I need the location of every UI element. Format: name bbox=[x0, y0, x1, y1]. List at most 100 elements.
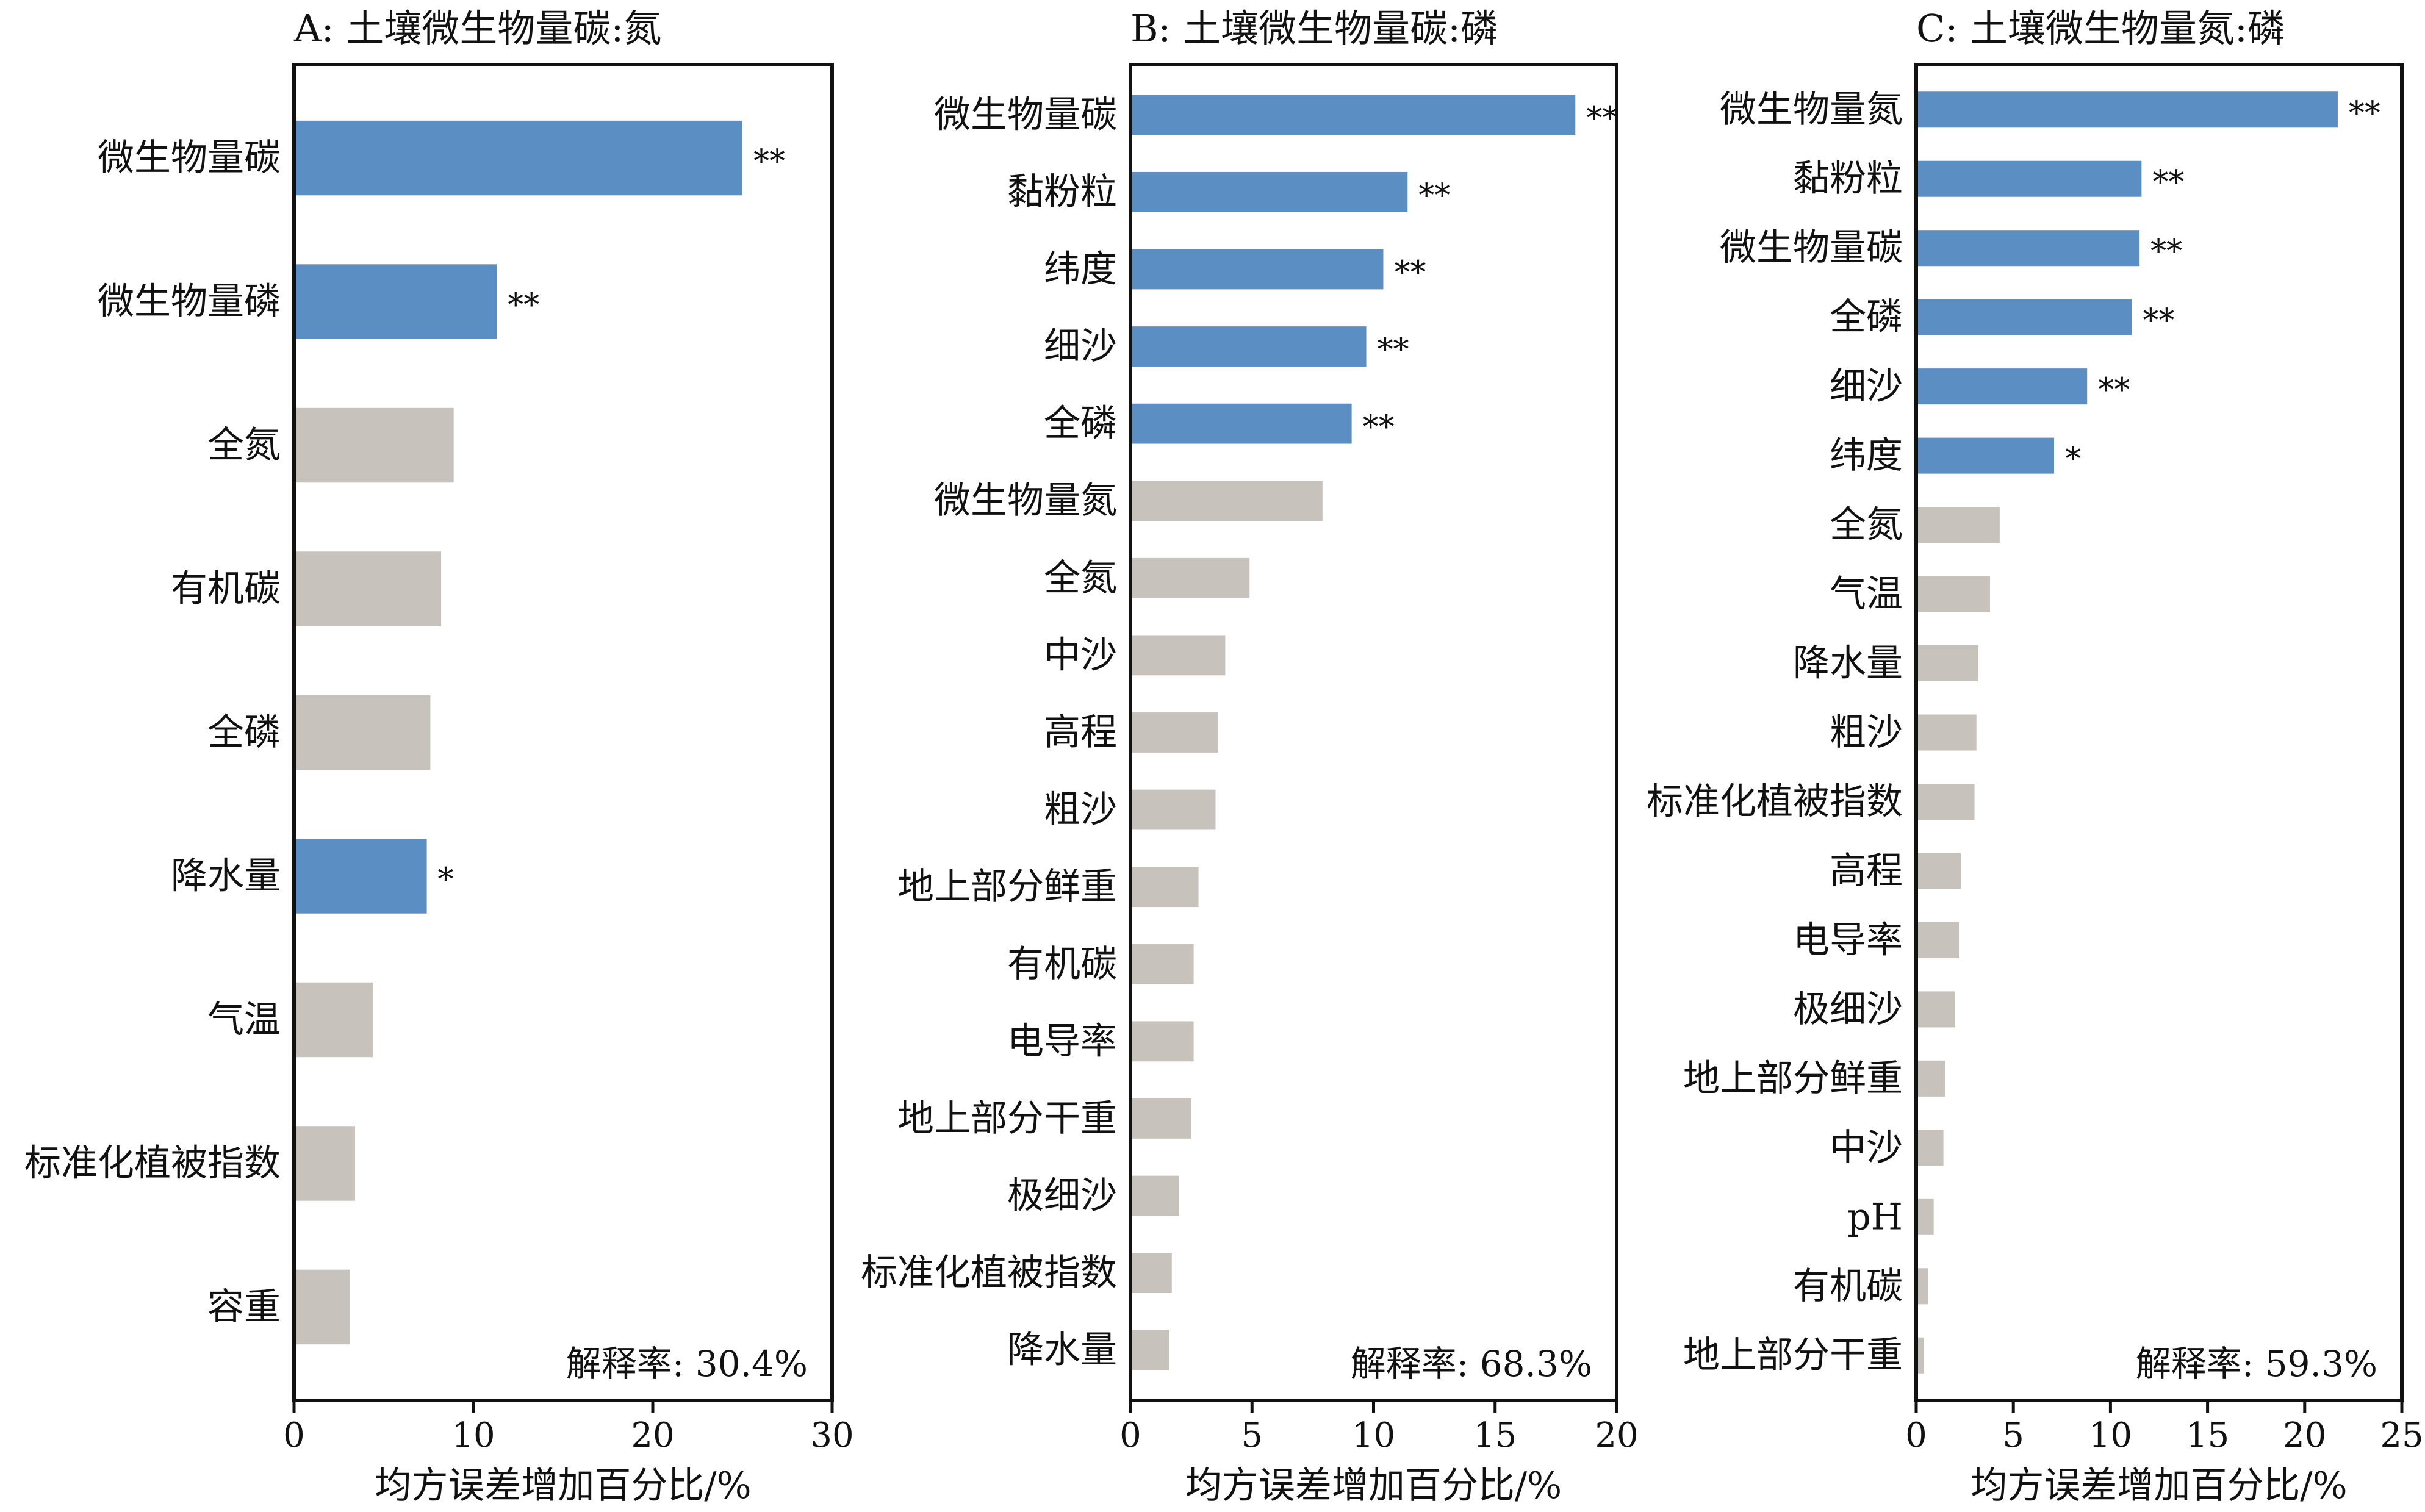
category-label: 中沙 bbox=[1044, 634, 1117, 676]
category-label: 粗沙 bbox=[1830, 711, 1903, 754]
category-label: 标准化植被指数 bbox=[861, 1252, 1117, 1294]
category-label: 微生物量磷 bbox=[98, 281, 281, 323]
x-tick-label: 25 bbox=[2380, 1416, 2423, 1455]
category-label: 有机碳 bbox=[171, 568, 281, 611]
x-tick-label: 5 bbox=[1241, 1416, 1263, 1455]
bar-0-4 bbox=[294, 695, 431, 770]
significance-label: ** bbox=[1378, 332, 1409, 368]
x-tick-label: 20 bbox=[1595, 1416, 1638, 1455]
x-tick-label: 20 bbox=[2283, 1416, 2326, 1455]
significance-label: ** bbox=[2150, 234, 2182, 270]
category-label: 纬度 bbox=[1044, 248, 1117, 290]
explained-rate-annotation: 解释率: 30.4% bbox=[566, 1343, 808, 1385]
bar-1-3 bbox=[1130, 326, 1367, 367]
x-tick-label: 0 bbox=[1905, 1416, 1927, 1455]
explained-rate-annotation: 解释率: 68.3% bbox=[1351, 1343, 1592, 1385]
category-label: 黏粉粒 bbox=[1793, 157, 1903, 200]
category-label: 降水量 bbox=[1007, 1329, 1117, 1372]
bar-2-11 bbox=[1916, 853, 1961, 889]
bar-1-1 bbox=[1130, 171, 1408, 212]
bar-2-18 bbox=[1916, 1337, 1924, 1374]
bar-1-12 bbox=[1130, 1021, 1194, 1062]
bar-2-8 bbox=[1916, 645, 1978, 682]
bar-2-10 bbox=[1916, 783, 1975, 820]
category-label: 粗沙 bbox=[1044, 789, 1117, 831]
bar-1-5 bbox=[1130, 481, 1323, 521]
category-label: 气温 bbox=[207, 998, 281, 1041]
significance-label: ** bbox=[2349, 95, 2380, 132]
significance-label: ** bbox=[508, 287, 539, 324]
x-tick-label: 30 bbox=[810, 1416, 853, 1455]
bar-1-9 bbox=[1130, 789, 1216, 830]
panel-c: 微生物量氮 ** 黏粉粒 ** 微生物量碳 ** 全磷 ** 细沙 ** 纬度 * 全氮气温降水量粗沙标… bbox=[1647, 6, 2424, 1507]
significance-label: ** bbox=[1418, 177, 1450, 214]
bar-0-6 bbox=[294, 982, 373, 1058]
bar-2-17 bbox=[1916, 1268, 1928, 1305]
bar-0-5 bbox=[294, 839, 427, 914]
category-label: 细沙 bbox=[1044, 325, 1117, 368]
x-tick-label: 0 bbox=[283, 1416, 305, 1455]
x-tick-label: 0 bbox=[1119, 1416, 1141, 1455]
bar-1-0 bbox=[1130, 95, 1576, 135]
significance-label: * bbox=[438, 861, 454, 898]
bar-2-0 bbox=[1916, 91, 2338, 128]
bar-1-14 bbox=[1130, 1175, 1179, 1216]
category-label: 高程 bbox=[1830, 850, 1903, 892]
category-label: 标准化植被指数 bbox=[24, 1142, 281, 1184]
bar-1-6 bbox=[1130, 557, 1250, 598]
x-tick-label: 10 bbox=[451, 1416, 495, 1455]
panel-b: 微生物量碳 ** 黏粉粒 ** 纬度 ** 细沙 ** 全磷 ** 微生物量氮全氮中沙高程粗沙地上部… bbox=[861, 6, 1639, 1507]
category-label: 地上部分干重 bbox=[897, 1097, 1117, 1140]
significance-label: ** bbox=[2152, 164, 2184, 201]
significance-label: * bbox=[2065, 441, 2081, 478]
chart-title: A: 土壤微生物量碳:氮 bbox=[293, 6, 661, 51]
bar-1-4 bbox=[1130, 403, 1352, 444]
bar-2-4 bbox=[1916, 368, 2088, 405]
category-label: 微生物量氮 bbox=[1720, 88, 1903, 131]
bar-0-3 bbox=[294, 551, 442, 626]
bar-2-12 bbox=[1916, 922, 1960, 958]
category-label: 全磷 bbox=[1830, 296, 1903, 339]
category-label: 地上部分鲜重 bbox=[1683, 1057, 1903, 1100]
chart-title: C: 土壤微生物量氮:磷 bbox=[1916, 6, 2285, 51]
category-label: 纬度 bbox=[1830, 434, 1903, 477]
category-label: 极细沙 bbox=[1007, 1175, 1117, 1217]
explained-rate-annotation: 解释率: 59.3% bbox=[2136, 1343, 2377, 1385]
bar-2-5 bbox=[1916, 437, 2055, 474]
bar-2-15 bbox=[1916, 1130, 1944, 1166]
bar-2-7 bbox=[1916, 576, 1990, 612]
x-tick-label: 20 bbox=[631, 1416, 674, 1455]
x-tick-label: 10 bbox=[1352, 1416, 1395, 1455]
category-label: 有机碳 bbox=[1007, 943, 1117, 986]
category-label: 全氮 bbox=[207, 424, 281, 467]
category-label: 黏粉粒 bbox=[1007, 171, 1117, 213]
bar-2-3 bbox=[1916, 299, 2132, 335]
category-label: 降水量 bbox=[1793, 642, 1903, 685]
significance-label: ** bbox=[1394, 254, 1426, 291]
category-label: 地上部分鲜重 bbox=[897, 865, 1117, 908]
category-label: 细沙 bbox=[1830, 365, 1903, 408]
significance-label: ** bbox=[2098, 372, 2130, 409]
bar-1-15 bbox=[1130, 1253, 1172, 1294]
bar-1-13 bbox=[1130, 1098, 1191, 1139]
x-axis-label: 均方误差增加百分比/% bbox=[1185, 1464, 1562, 1507]
plot-frame bbox=[292, 63, 834, 1402]
category-label: 微生物量碳 bbox=[98, 137, 281, 179]
category-label: 地上部分干重 bbox=[1683, 1334, 1903, 1377]
category-label: 极细沙 bbox=[1793, 988, 1903, 1031]
category-label: 全磷 bbox=[1044, 403, 1117, 445]
category-label: 降水量 bbox=[171, 855, 281, 897]
bar-2-9 bbox=[1916, 714, 1977, 751]
bar-2-13 bbox=[1916, 991, 1955, 1028]
bar-0-8 bbox=[294, 1269, 350, 1345]
bar-1-8 bbox=[1130, 712, 1218, 753]
category-label: 全磷 bbox=[207, 711, 281, 754]
category-label: 全氮 bbox=[1044, 557, 1117, 600]
x-tick-label: 10 bbox=[2089, 1416, 2132, 1455]
x-tick-label: 15 bbox=[1473, 1416, 1517, 1455]
significance-label: ** bbox=[1586, 100, 1618, 137]
x-tick-label: 15 bbox=[2186, 1416, 2229, 1455]
category-label: 有机碳 bbox=[1793, 1265, 1903, 1308]
category-label: pH bbox=[1847, 1195, 1903, 1238]
